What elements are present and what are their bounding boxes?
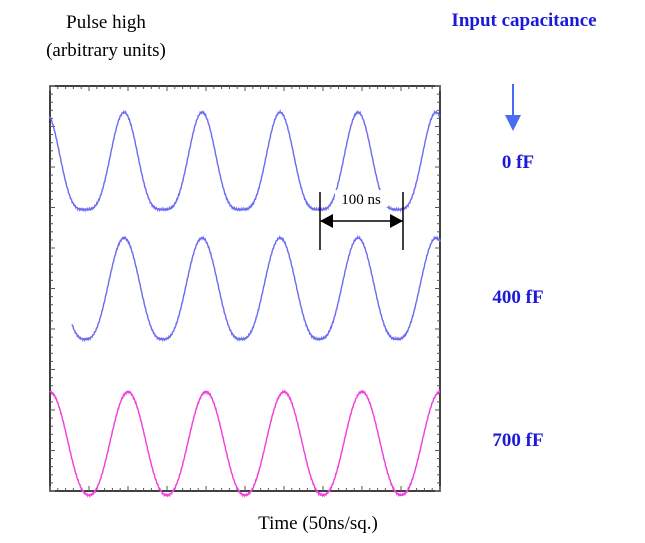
series-line-400ff: [71, 234, 441, 343]
traces: [49, 108, 441, 499]
plot-frame: [49, 85, 441, 492]
legend-item-700ff: 700 fF: [492, 430, 543, 451]
x-axis-label: Time (50ns/sq.): [258, 513, 378, 534]
y-axis-label-line2: (arbitrary units): [46, 40, 166, 61]
arrow-left-icon: [320, 214, 333, 228]
y-axis-label-line1: Pulse high: [66, 12, 146, 33]
legend-item-400ff: 400 fF: [492, 287, 543, 308]
time-scale-marker: 100 ns: [319, 190, 404, 250]
series-line-700ff: [49, 388, 441, 499]
grid-ticks: [49, 85, 441, 492]
time-scale-label: 100 ns: [341, 192, 381, 208]
series-line-0ff: [49, 108, 441, 213]
legend-title: Input capacitance: [451, 10, 596, 31]
legend-item-0ff: 0 fF: [502, 152, 534, 173]
plot-area: 100 ns: [49, 85, 441, 499]
legend-down-arrow-icon: [505, 84, 521, 131]
arrow-right-icon: [390, 214, 403, 228]
